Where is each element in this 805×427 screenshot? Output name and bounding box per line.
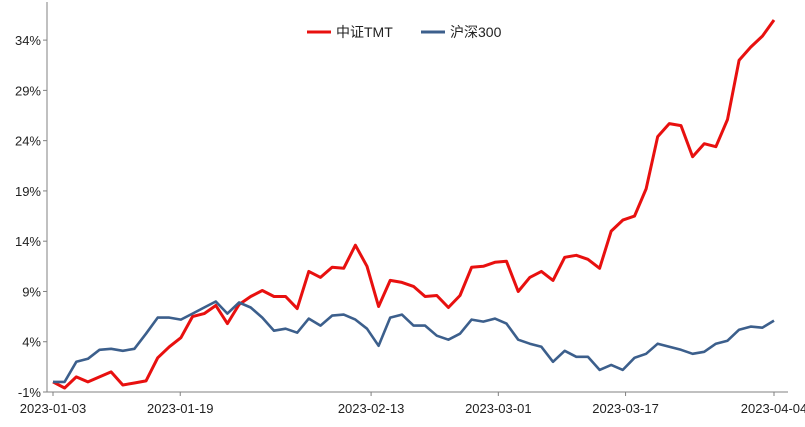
y-tick-label: 24% xyxy=(15,134,41,149)
x-tick-label: 2023-01-03 xyxy=(20,401,87,416)
legend-label-tmt: 中证TMT xyxy=(336,24,393,40)
y-tick-label: 14% xyxy=(15,234,41,249)
x-tick-label: 2023-04-04 xyxy=(741,401,805,416)
y-tick-label: 29% xyxy=(15,83,41,98)
legend: 中证TMT 沪深300 xyxy=(307,24,502,40)
y-tick-labels: -1% 4% 9% 14% 19% 24% 29% 34% xyxy=(15,33,41,400)
series-line-hs300 xyxy=(53,300,775,384)
series-line-tmt xyxy=(52,19,776,390)
series-lines xyxy=(52,19,776,390)
legend-label-hs300: 沪深300 xyxy=(450,24,502,40)
y-tick-label: 34% xyxy=(15,33,41,48)
chart-axes xyxy=(43,2,788,396)
x-tick-label: 2023-03-01 xyxy=(465,401,532,416)
y-tick-label: 9% xyxy=(22,284,41,299)
y-tick-label: 4% xyxy=(22,335,41,350)
y-tick-label: 19% xyxy=(15,184,41,199)
x-tick-label: 2023-03-17 xyxy=(592,401,659,416)
x-tick-label: 2023-02-13 xyxy=(338,401,405,416)
x-tick-labels: 2023-01-03 2023-01-19 2023-02-13 2023-03-01… xyxy=(20,401,805,416)
x-tick-label: 2023-01-19 xyxy=(147,401,214,416)
y-tick-label: -1% xyxy=(18,385,42,400)
